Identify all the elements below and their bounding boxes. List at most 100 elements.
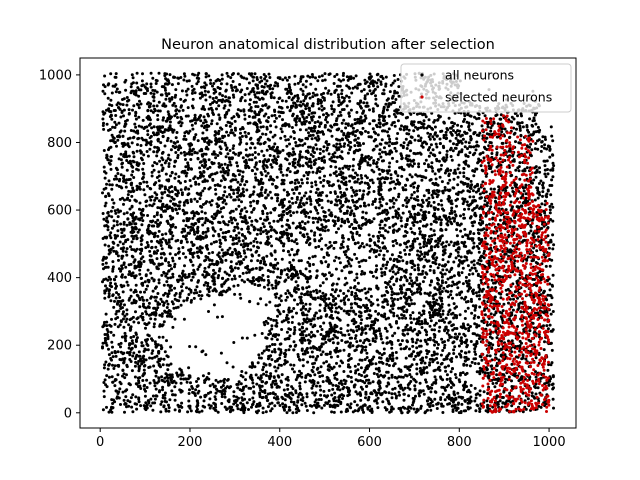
point-all-neurons xyxy=(145,386,149,389)
point-all-neurons xyxy=(294,105,298,109)
point-all-neurons xyxy=(416,189,420,193)
point-all-neurons xyxy=(319,122,323,126)
point-all-neurons xyxy=(130,339,134,343)
point-all-neurons xyxy=(344,122,348,126)
point-all-neurons xyxy=(232,115,236,119)
point-all-neurons xyxy=(243,99,247,103)
point-all-neurons xyxy=(361,194,365,198)
point-all-neurons xyxy=(286,289,290,293)
point-all-neurons xyxy=(349,328,353,332)
point-all-neurons xyxy=(213,282,217,286)
point-all-neurons xyxy=(252,190,256,194)
point-all-neurons xyxy=(224,89,228,93)
point-all-neurons xyxy=(173,408,177,412)
point-all-neurons xyxy=(545,324,549,328)
point-all-neurons xyxy=(259,388,263,392)
point-all-neurons xyxy=(469,340,473,343)
point-all-neurons xyxy=(318,303,322,307)
point-all-neurons xyxy=(130,274,134,278)
point-all-neurons xyxy=(219,385,223,389)
point-all-neurons xyxy=(203,270,206,273)
point-all-neurons xyxy=(315,138,319,142)
point-all-neurons xyxy=(427,191,431,195)
point-all-neurons xyxy=(388,257,392,261)
point-all-neurons xyxy=(332,110,336,114)
point-all-neurons xyxy=(220,140,224,144)
point-all-neurons xyxy=(131,216,135,220)
point-all-neurons xyxy=(291,201,295,205)
point-all-neurons xyxy=(339,331,343,335)
point-all-neurons xyxy=(270,385,274,389)
point-all-neurons xyxy=(111,345,114,349)
point-all-neurons xyxy=(360,180,364,184)
point-all-neurons xyxy=(207,403,211,407)
point-all-neurons xyxy=(297,393,301,396)
point-all-neurons xyxy=(210,119,214,123)
point-all-neurons xyxy=(466,184,469,188)
point-all-neurons xyxy=(155,104,159,108)
point-all-neurons xyxy=(252,207,256,210)
point-all-neurons xyxy=(125,103,129,107)
point-all-neurons xyxy=(126,399,130,403)
point-all-neurons xyxy=(514,345,518,348)
point-all-neurons xyxy=(332,155,336,159)
point-all-neurons xyxy=(180,193,184,197)
point-all-neurons xyxy=(144,389,147,393)
point-all-neurons xyxy=(186,410,190,414)
point-all-neurons xyxy=(267,72,271,76)
point-all-neurons xyxy=(283,134,287,138)
point-all-neurons xyxy=(143,394,147,398)
point-all-neurons xyxy=(436,190,440,194)
point-all-neurons xyxy=(142,298,145,302)
point-all-neurons xyxy=(377,239,380,243)
point-all-neurons xyxy=(391,387,395,391)
point-all-neurons xyxy=(136,143,139,147)
point-all-neurons xyxy=(397,207,401,211)
point-all-neurons xyxy=(522,328,526,332)
point-all-neurons xyxy=(258,160,262,163)
point-all-neurons xyxy=(364,116,368,120)
point-all-neurons xyxy=(306,280,309,284)
point-all-neurons xyxy=(355,403,359,407)
point-all-neurons xyxy=(411,242,415,246)
point-all-neurons xyxy=(287,320,290,324)
point-all-neurons xyxy=(319,333,323,336)
point-all-neurons xyxy=(332,183,335,187)
point-all-neurons xyxy=(269,96,273,100)
point-all-neurons xyxy=(330,107,334,111)
point-all-neurons xyxy=(533,147,537,151)
point-all-neurons xyxy=(193,116,197,120)
point-all-neurons xyxy=(551,310,555,313)
point-all-neurons xyxy=(301,164,305,168)
point-all-neurons xyxy=(148,203,152,207)
point-all-neurons xyxy=(423,240,427,243)
point-all-neurons xyxy=(149,296,153,300)
point-all-neurons xyxy=(341,361,344,365)
point-all-neurons xyxy=(207,310,210,313)
point-all-neurons xyxy=(180,405,184,409)
point-all-neurons xyxy=(199,237,203,241)
point-all-neurons xyxy=(151,289,155,293)
point-all-neurons xyxy=(136,362,140,366)
point-all-neurons xyxy=(225,130,229,134)
point-all-neurons xyxy=(144,204,148,208)
point-all-neurons xyxy=(446,260,450,264)
point-all-neurons xyxy=(300,292,304,296)
point-all-neurons xyxy=(184,165,188,169)
point-all-neurons xyxy=(526,397,530,401)
point-all-neurons xyxy=(464,162,468,166)
point-all-neurons xyxy=(412,223,416,227)
point-all-neurons xyxy=(378,197,382,201)
point-all-neurons xyxy=(146,154,150,158)
point-all-neurons xyxy=(395,314,399,318)
point-all-neurons xyxy=(287,83,291,87)
point-all-neurons xyxy=(198,290,202,294)
point-all-neurons xyxy=(171,275,175,279)
point-all-neurons xyxy=(466,147,469,151)
point-all-neurons xyxy=(179,381,183,385)
point-all-neurons xyxy=(378,152,382,156)
point-all-neurons xyxy=(386,303,390,306)
point-all-neurons xyxy=(224,95,228,99)
point-all-neurons xyxy=(379,373,383,377)
point-all-neurons xyxy=(328,184,331,187)
